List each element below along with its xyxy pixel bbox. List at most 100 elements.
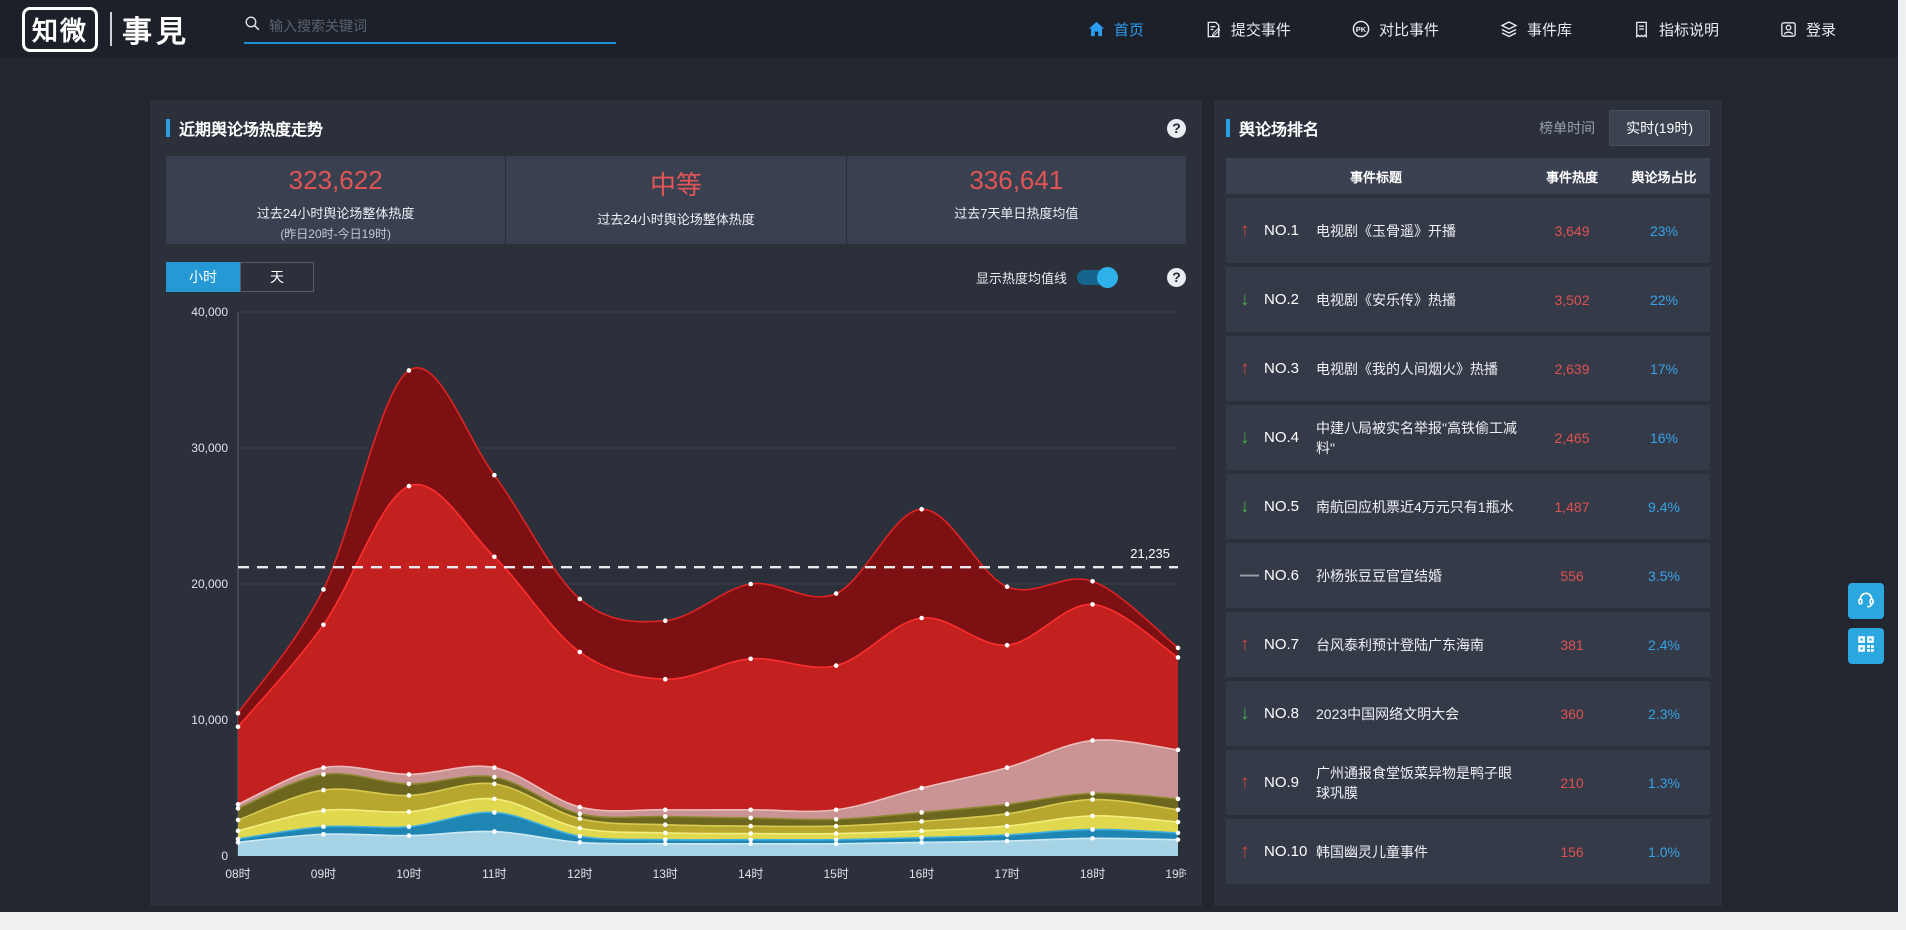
svg-text:16时: 16时 <box>909 867 934 881</box>
event-title: 2023中国网络文明大会 <box>1316 705 1460 722</box>
svg-text:17时: 17时 <box>994 867 1019 881</box>
event-heat: 556 <box>1560 567 1584 584</box>
svg-text:18时: 18时 <box>1080 867 1105 881</box>
rank-table-header: 事件标题 事件热度 舆论场占比 <box>1226 158 1710 194</box>
svg-text:13时: 13时 <box>653 867 678 881</box>
accent-bar <box>1226 119 1230 137</box>
trend-up-icon: ↑ <box>1240 357 1250 379</box>
trend-up-icon: ↑ <box>1240 633 1250 655</box>
help-icon[interactable]: ? <box>1167 267 1186 287</box>
field-share: 23% <box>1649 222 1679 239</box>
svg-text:0: 0 <box>221 849 228 863</box>
svg-text:12时: 12时 <box>567 867 592 881</box>
rank-row[interactable]: ↑ NO.9 广州通报食堂饭菜异物是鸭子眼球巩膜 210 1.3% <box>1226 750 1710 815</box>
nav-item-compare-event[interactable]: PK 对比事件 <box>1351 19 1439 40</box>
zhiwei-dashboard: 知微 事見 首页 提交事件 <box>0 0 1898 912</box>
stat-sublabel: (昨日20时-今日19时) <box>280 227 391 241</box>
chart-controls: 小时 天 显示热度均值线 ? <box>166 262 1186 292</box>
nav-label: 指标说明 <box>1658 21 1719 39</box>
trend-panel: 近期舆论场热度走势 ? 323,622 过去24小时舆论场整体热度 (昨日20时… <box>150 100 1202 906</box>
top-navbar: 知微 事見 首页 提交事件 <box>0 0 1898 58</box>
customer-service-icon <box>1855 588 1877 615</box>
svg-text:11时: 11时 <box>482 867 506 881</box>
event-title: 电视剧《玉骨遥》开播 <box>1316 222 1456 239</box>
rank-number: NO.2 <box>1264 291 1300 308</box>
trend-down-icon: ↓ <box>1240 288 1250 310</box>
rank-row[interactable]: ↑ NO.1 电视剧《玉骨遥》开播 3,649 23% <box>1226 198 1710 263</box>
submit-event-icon <box>1204 20 1223 39</box>
field-share: 1.0% <box>1648 843 1680 860</box>
logo-primary: 知微 <box>22 6 99 52</box>
rank-number: NO.3 <box>1264 360 1300 377</box>
rank-row[interactable]: ↓ NO.2 电视剧《安乐传》热播 3,502 22% <box>1226 267 1710 332</box>
nav-item-event-library[interactable]: 事件库 <box>1499 19 1572 40</box>
search-input[interactable] <box>269 17 617 34</box>
field-share: 3.5% <box>1648 567 1680 584</box>
search-icon <box>244 15 261 37</box>
zhiwei-logo[interactable]: 知微 事見 <box>22 6 190 52</box>
rank-panel: 舆论场排名 榜单时间 实时(19时) 事件标题 事件热度 舆论场占比 ↑ NO.1… <box>1214 100 1722 906</box>
nav-label: 登录 <box>1805 21 1836 39</box>
stat-24h-level: 中等 过去24小时舆论场整体热度 <box>505 156 845 244</box>
svg-text:15时: 15时 <box>824 867 849 881</box>
rank-row[interactable]: ↓ NO.4 中建八局被实名举报"高铁偷工减料" 2,465 16% <box>1226 405 1710 470</box>
rank-row[interactable]: ↑ NO.7 台风泰利预计登陆广东海南 381 2.4% <box>1226 612 1710 677</box>
trend-panel-header: 近期舆论场热度走势 ? <box>166 100 1186 146</box>
nav-item-submit-event[interactable]: 提交事件 <box>1204 19 1291 40</box>
rank-row[interactable]: ↑ NO.3 电视剧《我的人间烟火》热播 2,639 17% <box>1226 336 1710 401</box>
tab-day[interactable]: 天 <box>240 262 314 292</box>
pk-icon: PK <box>1351 19 1371 39</box>
svg-text:08时: 08时 <box>225 867 250 881</box>
rank-time-label: 榜单时间 <box>1539 120 1596 136</box>
help-icon[interactable]: ? <box>1167 118 1186 138</box>
rank-row[interactable]: ↑ NO.10 韩国幽灵儿童事件 156 1.0% <box>1226 819 1710 884</box>
rank-number: NO.9 <box>1264 774 1300 791</box>
event-heat: 2,639 <box>1554 360 1590 377</box>
svg-text:10,000: 10,000 <box>191 713 228 727</box>
rank-row[interactable]: ↓ NO.5 南航回应机票近4万元只有1瓶水 1,487 9.4% <box>1226 474 1710 539</box>
stat-24h-heat: 323,622 过去24小时舆论场整体热度 (昨日20时-今日19时) <box>166 156 505 244</box>
event-heat: 1,487 <box>1554 498 1590 515</box>
stat-value: 323,622 <box>288 165 383 195</box>
metric-doc-icon <box>1632 20 1651 39</box>
qr-code-icon <box>1856 634 1876 659</box>
event-heat: 3,649 <box>1554 222 1590 239</box>
nav-item-login[interactable]: 登录 <box>1779 19 1836 40</box>
search-bar <box>244 15 617 44</box>
event-title: 中建八局被实名举报"高铁偷工减料" <box>1316 419 1517 456</box>
customer-service-button[interactable] <box>1848 583 1884 619</box>
trend-down-icon: ↓ <box>1240 426 1250 448</box>
event-heat: 2,465 <box>1554 429 1590 446</box>
avg-line-toggle[interactable] <box>1077 266 1118 288</box>
tab-hour[interactable]: 小时 <box>166 262 240 292</box>
trend-down-icon: ↓ <box>1240 702 1250 724</box>
nav-item-metric-doc[interactable]: 指标说明 <box>1632 19 1719 40</box>
qr-code-button[interactable] <box>1848 628 1884 664</box>
rank-number: NO.5 <box>1264 498 1300 515</box>
svg-text:30,000: 30,000 <box>191 441 228 455</box>
nav-label: 首页 <box>1113 21 1144 39</box>
stat-label: 过去24小时舆论场整体热度 <box>256 206 415 221</box>
rank-number: NO.1 <box>1264 222 1300 239</box>
rank-list: ↑ NO.1 电视剧《玉骨遥》开播 3,649 23% ↓ NO.2 电视剧《安乐传》热播 3,… <box>1226 198 1710 884</box>
event-heat: 381 <box>1560 636 1584 653</box>
event-title: 孙杨张豆豆官宣结婚 <box>1316 567 1442 584</box>
rank-row[interactable]: ↓ NO.8 2023中国网络文明大会 360 2.3% <box>1226 681 1710 746</box>
rank-row[interactable]: — NO.6 孙杨张豆豆官宣结婚 556 3.5% <box>1226 543 1710 608</box>
event-heat: 210 <box>1560 774 1584 791</box>
nav-label: 对比事件 <box>1378 21 1439 39</box>
field-share: 1.3% <box>1648 774 1680 791</box>
avg-line-toggle-label: 显示热度均值线 <box>975 270 1067 286</box>
stats-box: 323,622 过去24小时舆论场整体热度 (昨日20时-今日19时) 中等 过… <box>166 156 1186 244</box>
logo-divider <box>110 12 113 46</box>
trend-stacked-area-chart: 0 10,000 20,000 30,000 40,000 21,235 08时 09时 10时… <box>191 305 1190 881</box>
nav-item-home[interactable]: 首页 <box>1087 19 1144 40</box>
field-share: 22% <box>1649 291 1679 308</box>
rank-time-button[interactable]: 实时(19时) <box>1609 110 1710 146</box>
field-share: 16% <box>1649 429 1679 446</box>
event-title: 广州通报食堂饭菜异物是鸭子眼球巩膜 <box>1316 764 1512 801</box>
event-title: 南航回应机票近4万元只有1瓶水 <box>1316 498 1514 515</box>
svg-text:09时: 09时 <box>311 867 336 881</box>
event-title: 韩国幽灵儿童事件 <box>1316 843 1428 860</box>
rank-number: NO.4 <box>1264 429 1300 446</box>
